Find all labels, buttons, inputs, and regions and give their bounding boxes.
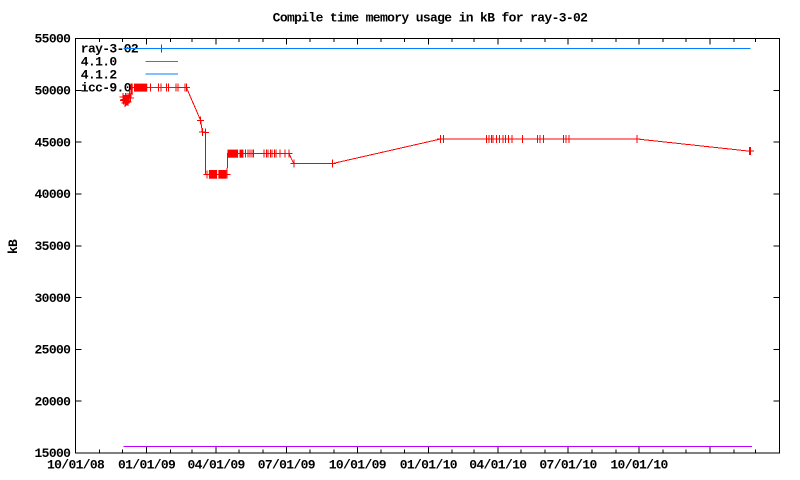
svg-text:4.1.0: 4.1.0 bbox=[81, 54, 118, 69]
svg-text:04/01/10: 04/01/10 bbox=[469, 458, 527, 473]
svg-text:45000: 45000 bbox=[35, 135, 72, 150]
svg-text:icc-9.0: icc-9.0 bbox=[81, 80, 132, 95]
svg-text:50000: 50000 bbox=[35, 84, 72, 99]
svg-text:10/01/10: 10/01/10 bbox=[610, 458, 668, 473]
svg-text:35000: 35000 bbox=[35, 239, 72, 254]
svg-text:07/01/10: 07/01/10 bbox=[539, 458, 597, 473]
svg-text:Compile time memory usage in k: Compile time memory usage in kB for ray-… bbox=[273, 11, 589, 26]
svg-text:15000: 15000 bbox=[35, 446, 72, 461]
svg-text:04/01/09: 04/01/09 bbox=[187, 458, 245, 473]
svg-text:55000: 55000 bbox=[35, 32, 72, 47]
svg-text:07/01/09: 07/01/09 bbox=[258, 458, 316, 473]
svg-text:01/01/09: 01/01/09 bbox=[118, 458, 176, 473]
svg-text:40000: 40000 bbox=[35, 187, 72, 202]
svg-text:20000: 20000 bbox=[35, 394, 72, 409]
svg-text:10/01/09: 10/01/09 bbox=[329, 458, 387, 473]
svg-text:30000: 30000 bbox=[35, 291, 72, 306]
svg-text:kB: kB bbox=[6, 239, 21, 254]
svg-text:01/01/10: 01/01/10 bbox=[400, 458, 458, 473]
svg-text:ray-3-02: ray-3-02 bbox=[81, 41, 139, 56]
svg-text:10/01/08: 10/01/08 bbox=[47, 458, 105, 473]
svg-text:25000: 25000 bbox=[35, 343, 72, 358]
svg-text:4.1.2: 4.1.2 bbox=[81, 67, 118, 82]
